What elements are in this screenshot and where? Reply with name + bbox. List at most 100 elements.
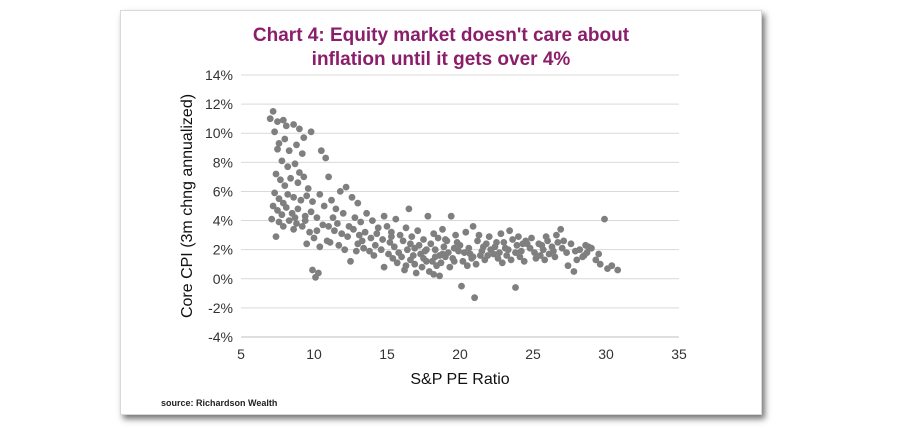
data-point (310, 234, 318, 242)
data-point (326, 239, 334, 246)
data-point (275, 195, 283, 203)
data-point (272, 233, 280, 241)
data-point (408, 233, 416, 241)
data-point (484, 252, 492, 259)
y-tick-label: -2% (208, 300, 233, 316)
data-point (307, 128, 315, 136)
data-point (431, 253, 439, 261)
data-point (396, 231, 404, 239)
data-point (420, 255, 427, 262)
data-point (541, 256, 549, 264)
data-point (596, 260, 604, 268)
data-point (294, 179, 302, 187)
y-tick-label: -4% (208, 329, 233, 345)
data-point (290, 225, 297, 233)
data-point (402, 224, 410, 232)
data-point (358, 237, 366, 245)
data-point (450, 257, 458, 265)
data-point (296, 169, 303, 176)
data-point (334, 220, 341, 227)
data-point (313, 214, 321, 222)
data-point (512, 284, 519, 291)
data-point (553, 231, 560, 239)
data-point (496, 249, 503, 256)
data-point (427, 240, 435, 248)
data-point (411, 244, 419, 252)
data-point (538, 241, 546, 249)
data-point (456, 241, 464, 249)
data-point (472, 260, 480, 268)
data-point (341, 246, 349, 254)
data-point (401, 266, 408, 274)
data-point (352, 247, 360, 255)
chart-title: Chart 4: Equity market doesn't care abou… (121, 24, 761, 72)
data-point (297, 196, 305, 204)
data-point (461, 249, 468, 256)
data-point (434, 234, 442, 242)
data-point (290, 193, 297, 201)
data-point (282, 122, 290, 130)
data-point (329, 214, 337, 222)
data-point (274, 118, 281, 125)
data-point (350, 225, 357, 233)
y-tick-label: 6% (213, 183, 233, 199)
data-point (423, 246, 430, 254)
data-point (463, 262, 471, 270)
data-point (411, 260, 419, 268)
y-axis-label: Core CPI (3m chng annualized) (179, 94, 196, 318)
data-point (371, 241, 379, 249)
data-point (370, 252, 378, 259)
data-point (430, 230, 438, 238)
data-point (437, 259, 445, 267)
data-point (474, 237, 481, 245)
data-point (291, 214, 299, 222)
data-point (360, 244, 367, 252)
data-point (450, 244, 458, 252)
data-point (608, 262, 616, 270)
data-point (554, 239, 562, 246)
data-point (309, 198, 316, 206)
data-point (407, 240, 414, 248)
y-tick-label: 12% (205, 96, 233, 112)
data-point (272, 170, 280, 178)
data-point (307, 208, 315, 216)
data-point (592, 256, 600, 264)
data-point (313, 227, 321, 235)
data-point (294, 205, 302, 213)
data-point (442, 236, 449, 243)
data-point (338, 230, 346, 238)
data-point (379, 236, 386, 243)
data-point (512, 249, 519, 256)
data-point (281, 135, 289, 143)
data-point (271, 128, 278, 136)
data-point (298, 223, 306, 230)
data-point (462, 228, 470, 236)
data-point (386, 239, 394, 246)
data-point (528, 234, 535, 242)
data-point (500, 239, 508, 246)
data-point (614, 266, 622, 274)
data-point (335, 241, 343, 249)
data-point (269, 202, 277, 210)
data-point (328, 196, 335, 204)
data-point (316, 243, 324, 251)
data-point (477, 252, 484, 259)
data-point (291, 160, 299, 168)
data-point (319, 221, 327, 229)
data-point (490, 250, 497, 258)
x-tick-label: 15 (379, 346, 395, 362)
data-point (344, 233, 351, 241)
data-point (452, 231, 459, 239)
data-point (583, 249, 591, 256)
data-point (304, 185, 312, 192)
data-point (274, 207, 281, 214)
data-point (380, 212, 388, 220)
data-point (404, 246, 411, 254)
data-point (436, 272, 443, 280)
data-point (306, 228, 313, 236)
data-point (439, 250, 446, 258)
data-point (560, 237, 568, 245)
data-points (266, 108, 622, 302)
data-point (531, 249, 538, 256)
data-point (316, 191, 324, 198)
